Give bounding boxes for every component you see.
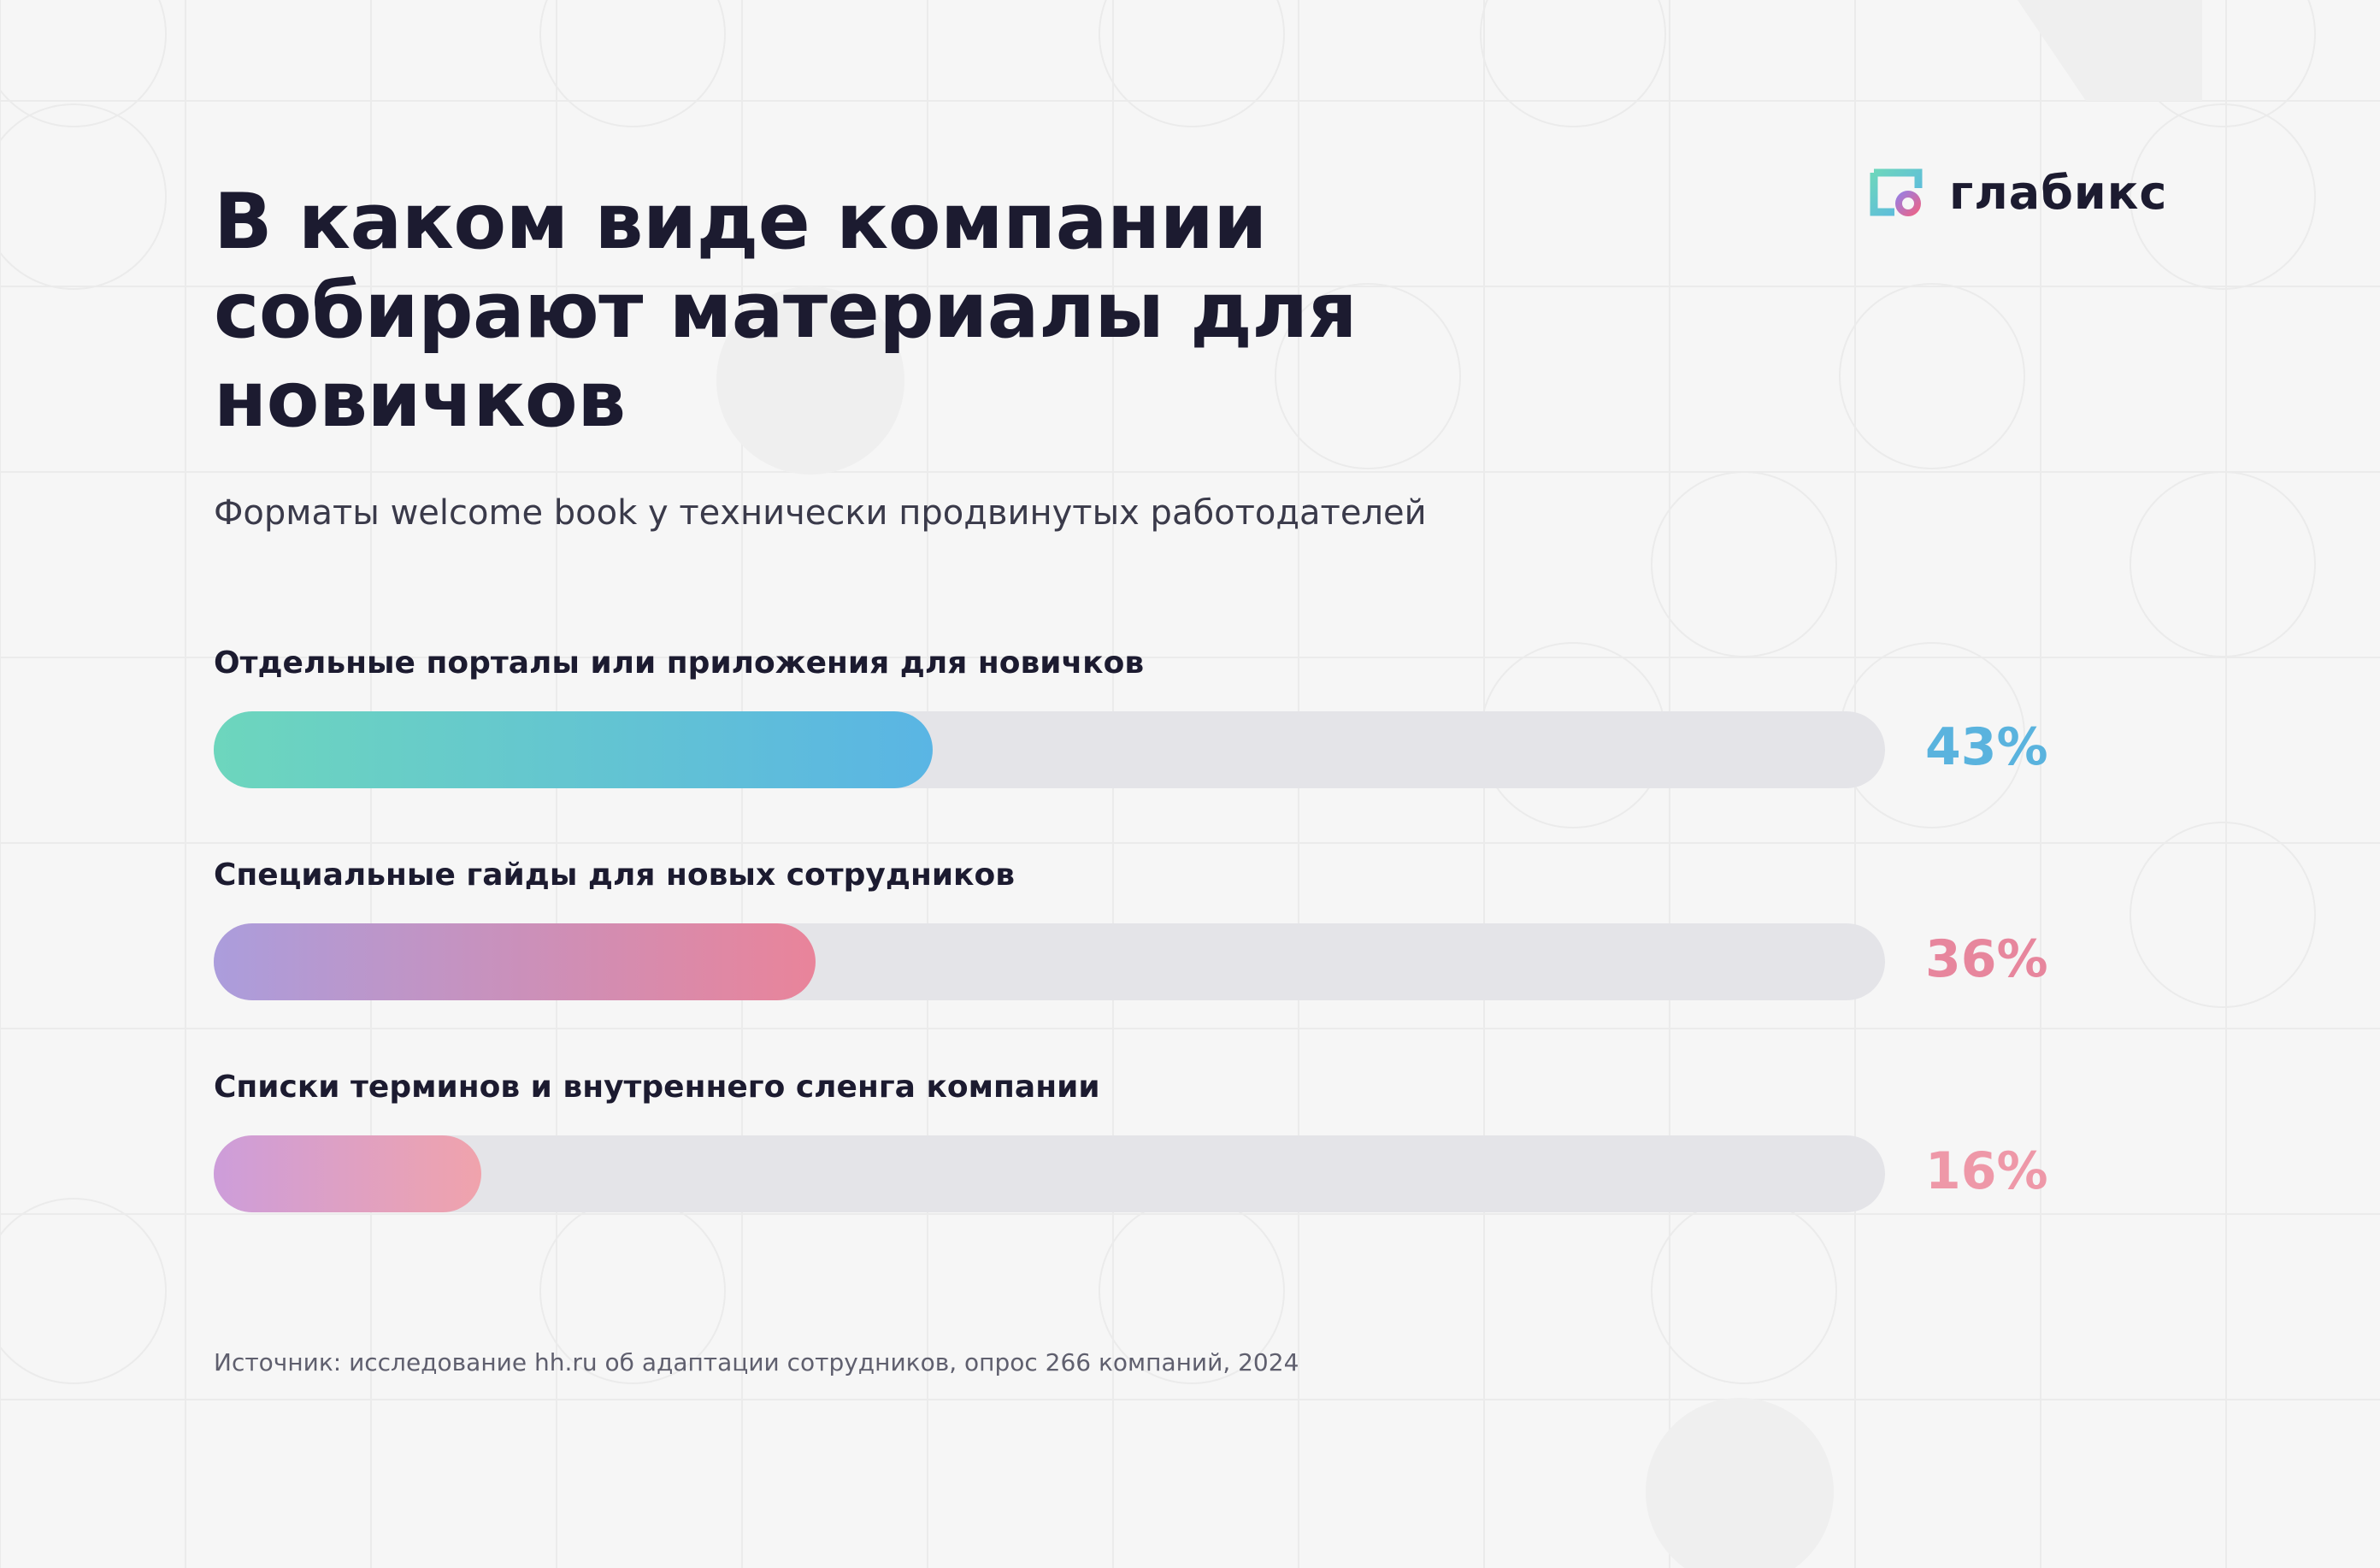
pattern-circle: [1651, 471, 1837, 657]
pattern-circle: [0, 103, 167, 290]
pattern-circle: [2130, 103, 2316, 290]
bar-row: Списки терминов и внутреннего сленга ком…: [214, 1070, 2180, 1212]
pattern-circle: [539, 0, 726, 127]
chart-title: В каком виде компании собирают материалы…: [214, 177, 1357, 445]
source-note: Источник: исследование hh.ru об адаптаци…: [214, 1348, 1299, 1376]
pattern-corner-shape: [1829, 0, 2202, 101]
logo-text: глабикс: [1949, 166, 2168, 220]
bar-label: Списки терминов и внутреннего сленга ком…: [214, 1070, 1100, 1105]
pattern-disc: [1646, 1398, 1834, 1568]
pattern-circle: [1275, 283, 1461, 469]
pattern-circle: [2130, 471, 2316, 657]
pattern-circle: [1480, 0, 1666, 127]
bar-label: Отдельные порталы или приложения для нов…: [214, 645, 1145, 681]
bar-track: [214, 711, 1885, 788]
pattern-circle: [1099, 0, 1285, 127]
pattern-circle: [1839, 283, 2025, 469]
pattern-disc: [716, 286, 904, 475]
bar-track: [214, 923, 1885, 1000]
pattern-circle: [0, 1198, 167, 1384]
brand-logo: глабикс: [1869, 168, 2167, 219]
pattern-circle: [1651, 1198, 1837, 1384]
bar-value-label: 16%: [1925, 1141, 2048, 1201]
chart-subtitle: Форматы welcome book у технически продви…: [214, 493, 1427, 533]
bar-fill: [214, 1135, 481, 1212]
bar-track: [214, 1135, 1885, 1212]
bar-label: Специальные гайды для новых сотрудников: [214, 858, 1015, 893]
pattern-circle: [0, 0, 167, 127]
bar-fill: [214, 923, 816, 1000]
pattern-circle: [2130, 822, 2316, 1008]
bar-fill: [214, 711, 933, 788]
bar-row: Специальные гайды для новых сотрудников …: [214, 858, 2180, 1000]
bar-row: Отдельные порталы или приложения для нов…: [214, 645, 2180, 788]
logo-mark-icon: [1870, 168, 1923, 216]
bar-value-label: 43%: [1925, 717, 2048, 777]
bar-value-label: 36%: [1925, 929, 2048, 989]
